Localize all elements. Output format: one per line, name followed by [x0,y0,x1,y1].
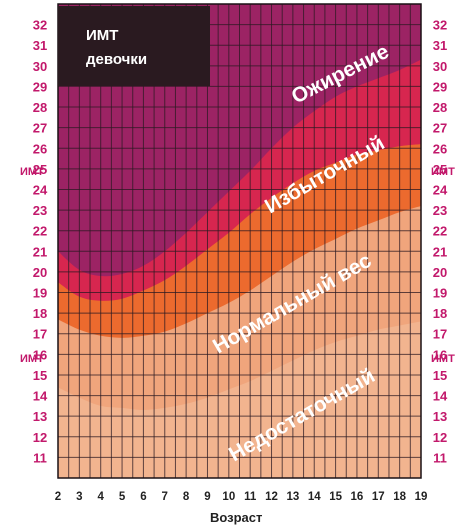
y-tick-left: 11 [33,450,47,465]
y-unit-label-right: ИМТ [431,166,455,178]
y-tick-right: 16 [433,347,447,362]
x-tick: 7 [162,491,168,503]
x-tick: 2 [55,491,61,503]
grid-layer [57,3,422,479]
x-tick: 19 [415,491,428,503]
y-tick-right: 17 [433,327,447,342]
y-tick-right: 22 [433,224,447,239]
y-tick-left: 16 [33,347,47,362]
x-tick: 3 [76,491,82,503]
y-tick-left: 26 [33,141,47,156]
y-tick-right: 29 [433,79,447,94]
y-unit-label-right-2: ИМТ [431,353,455,365]
y-tick-right: 27 [433,121,447,136]
y-tick-right: 13 [433,409,447,424]
x-tick: 17 [372,491,385,503]
y-tick-left: 27 [33,121,47,136]
x-tick: 8 [183,491,190,503]
y-tick-right: 15 [433,368,447,383]
plot-frame [57,3,422,479]
y-tick-right: 23 [433,203,447,218]
y-tick-left: 18 [33,306,47,321]
y-tick-left: 23 [33,203,47,218]
x-axis-label: Возраст [210,510,262,525]
labels-layer: 11 11 12 12 13 13 14 14 15 15 16 16 17 17 18 18 19 19 20 20… [33,18,448,503]
x-tick: 11 [244,491,257,503]
y-tick-left: 12 [33,430,47,445]
y-tick-left: 15 [33,368,47,383]
x-tick: 5 [119,491,126,503]
y-tick-left: 29 [33,79,47,94]
y-tick-right: 19 [433,286,447,301]
y-tick-right: 31 [433,38,447,53]
y-tick-left: 17 [33,327,47,342]
y-tick-left: 22 [33,224,47,239]
y-tick-right: 32 [433,18,447,33]
y-tick-right: 12 [433,430,447,445]
y-tick-right: 25 [433,162,447,177]
y-tick-left: 32 [33,18,47,33]
title-box [58,6,210,86]
y-tick-right: 14 [433,389,448,404]
x-tick: 4 [98,491,105,503]
y-tick-right: 11 [433,450,447,465]
y-tick-left: 13 [33,409,47,424]
y-tick-left: 24 [33,182,48,197]
x-tick: 6 [140,491,146,503]
x-tick: 16 [351,491,364,503]
y-tick-right: 21 [433,244,447,259]
x-tick: 13 [286,491,299,503]
y-tick-left: 21 [33,244,47,259]
y-tick-right: 26 [433,141,447,156]
y-tick-right: 28 [433,100,447,115]
y-unit-label-left-2: ИМТ [20,353,44,365]
y-tick-left: 25 [33,162,47,177]
x-tick: 10 [222,491,235,503]
x-tick: 15 [329,491,342,503]
y-tick-left: 28 [33,100,47,115]
y-tick-right: 18 [433,306,447,321]
x-tick: 18 [393,491,406,503]
y-tick-left: 30 [33,59,47,74]
y-tick-right: 20 [433,265,447,280]
y-tick-left: 20 [33,265,47,280]
chart-title: ИМТ [86,27,118,44]
chart-subtitle: девочки [86,51,147,68]
x-tick: 9 [204,491,210,503]
x-tick: 14 [308,491,321,503]
y-tick-right: 24 [433,182,448,197]
y-tick-left: 19 [33,286,47,301]
y-tick-right: 30 [433,59,447,74]
y-tick-left: 31 [33,38,47,53]
x-tick: 12 [265,491,278,503]
y-unit-label-left: ИМТ [20,166,44,178]
y-tick-left: 14 [33,389,48,404]
